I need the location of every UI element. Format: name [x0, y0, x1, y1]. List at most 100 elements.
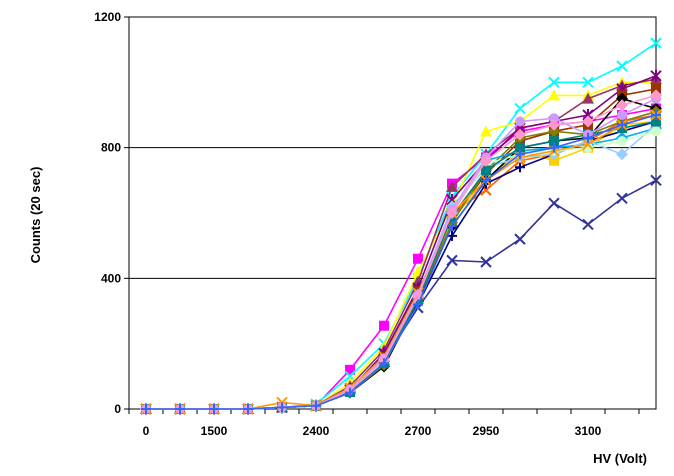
data-point — [616, 192, 628, 205]
data-point — [515, 142, 525, 153]
data-point — [413, 253, 423, 264]
data-point — [583, 132, 593, 143]
series-15 — [141, 126, 661, 414]
data-point — [650, 69, 662, 82]
data-point — [514, 233, 526, 245]
data-point — [549, 136, 559, 147]
data-point — [243, 404, 253, 414]
series-line — [146, 114, 657, 410]
x-tick-label: 2950 — [473, 424, 500, 438]
data-point — [616, 99, 628, 112]
series-line — [146, 124, 657, 410]
data-point — [277, 402, 287, 413]
y-tick-label: 1200 — [94, 10, 121, 24]
series-14 — [140, 118, 662, 415]
data-point — [549, 113, 559, 124]
series-20 — [141, 110, 661, 414]
series-lines — [140, 37, 662, 415]
y-tick-label: 0 — [114, 402, 121, 416]
data-point — [413, 299, 423, 310]
data-point — [549, 155, 559, 166]
y-axis-label: Counts (20 sec) — [28, 167, 43, 264]
x-tick-label: 2700 — [405, 424, 432, 438]
data-point — [650, 37, 662, 49]
data-point — [582, 115, 594, 128]
data-point — [141, 404, 151, 414]
series-line — [146, 78, 657, 410]
data-point — [650, 174, 662, 187]
series-line — [146, 120, 657, 410]
series-13 — [140, 122, 662, 415]
series-line — [146, 94, 657, 410]
series-line — [146, 42, 657, 410]
data-point — [582, 92, 594, 104]
x-tick-label: 0 — [143, 424, 150, 438]
data-point — [515, 162, 525, 173]
data-point — [345, 364, 355, 375]
data-point — [480, 184, 492, 196]
axes — [124, 16, 657, 414]
series-line — [146, 114, 657, 410]
data-point — [379, 358, 389, 369]
data-point — [379, 320, 389, 331]
data-point — [514, 102, 526, 115]
series-8 — [141, 116, 661, 414]
data-point — [617, 119, 627, 130]
series-line — [146, 130, 657, 410]
data-point — [447, 230, 457, 241]
y-tick-label: 400 — [101, 271, 121, 285]
data-point — [651, 83, 661, 94]
series-line — [146, 110, 657, 410]
series-line — [146, 107, 657, 410]
data-point — [651, 126, 661, 137]
data-point — [447, 221, 457, 232]
data-point — [582, 218, 594, 231]
grid-lines — [129, 16, 656, 279]
x-axis-label: HV (Volt) — [593, 451, 647, 466]
axis-labels: Counts (20 sec) HV (Volt) 0 400 800 1200 0 15… — [28, 10, 647, 466]
data-point — [582, 138, 594, 151]
series-line — [146, 127, 657, 410]
data-point — [651, 110, 661, 120]
data-point — [446, 254, 458, 267]
data-point — [651, 116, 661, 127]
data-point — [616, 148, 628, 161]
data-point — [345, 387, 355, 398]
series-line — [146, 179, 657, 410]
data-point — [446, 207, 458, 219]
series-2 — [140, 37, 662, 415]
series-17 — [140, 109, 662, 415]
data-point — [514, 128, 526, 141]
data-point — [548, 125, 560, 138]
data-point — [480, 125, 492, 137]
series-line — [146, 120, 657, 410]
data-point — [481, 165, 491, 176]
series-10 — [141, 116, 661, 414]
x-tick-label: 1500 — [201, 424, 228, 438]
data-point — [175, 404, 185, 414]
data-point — [480, 154, 492, 167]
data-point — [616, 60, 628, 72]
data-point — [548, 197, 560, 209]
series-line — [146, 114, 657, 410]
data-point — [209, 404, 219, 414]
data-point — [549, 142, 559, 153]
data-point — [311, 400, 321, 411]
series-9 — [140, 174, 662, 415]
series-16 — [141, 116, 661, 414]
data-point — [617, 110, 627, 120]
data-point — [446, 180, 458, 192]
x-tick-label: 2400 — [303, 424, 330, 438]
data-point — [515, 149, 525, 160]
plot-frame — [128, 16, 657, 410]
data-point — [617, 136, 627, 147]
data-point — [515, 116, 525, 127]
data-point — [481, 175, 491, 186]
data-point — [480, 256, 492, 268]
series-line — [146, 120, 657, 410]
data-point — [548, 76, 560, 89]
data-point — [548, 89, 560, 101]
data-point — [650, 89, 662, 102]
